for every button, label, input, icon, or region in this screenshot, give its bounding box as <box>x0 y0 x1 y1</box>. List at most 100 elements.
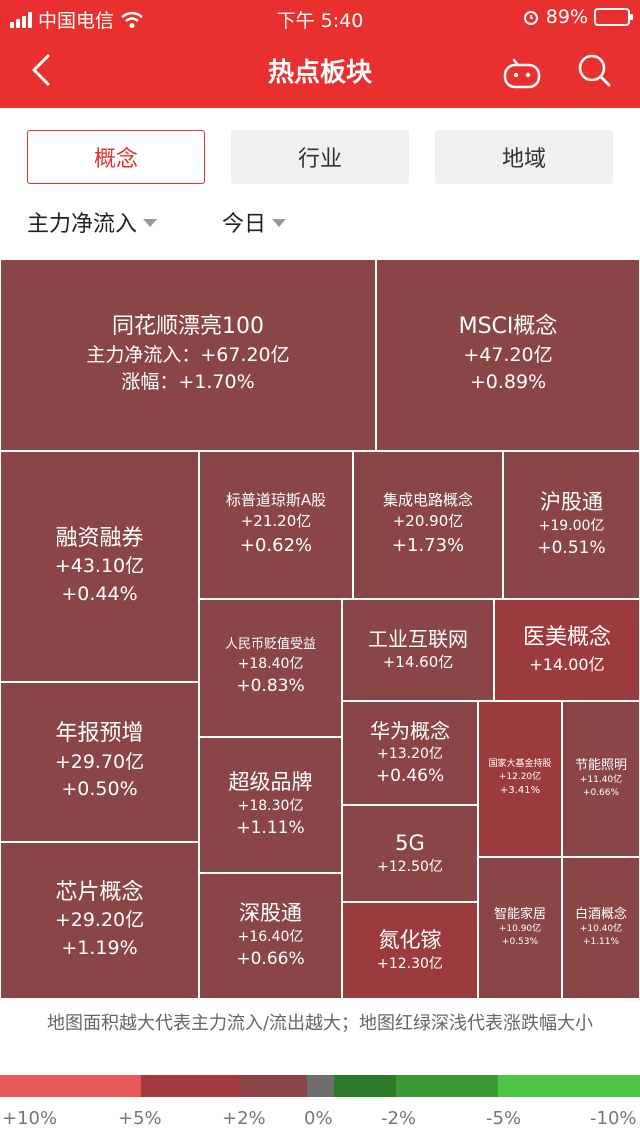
tile-name: 节能照明 <box>574 757 627 773</box>
treemap-tile-tonghuashun-100[interactable]: 同花顺漂亮100 主力净流入：+67.20亿 涨幅：+1.70% <box>0 259 376 451</box>
tile-name: 年报预增 <box>55 721 144 747</box>
legend-label: +5% <box>118 1108 162 1129</box>
treemap-tile-super-brand[interactable]: 超级品牌 +18.30亿 +1.11% <box>199 737 342 873</box>
legend-swatch <box>0 1075 141 1097</box>
treemap-tile-sp-dowjones-a[interactable]: 标普道琼斯A股 +21.20亿 +0.62% <box>199 451 353 599</box>
legend-label: 0% <box>304 1108 333 1129</box>
legend-swatch <box>307 1075 334 1097</box>
treemap-tile-national-big-fund[interactable]: 国家大基金持股 +12.20亿 +3.41% <box>478 701 562 857</box>
tile-name: 融资融券 <box>55 525 144 551</box>
robot-assistant-icon[interactable] <box>500 52 544 92</box>
status-time: 下午 5:40 <box>276 10 364 32</box>
tile-name: 集成电路概念 <box>382 491 473 510</box>
battery-icon <box>594 8 633 26</box>
tile-flow: +14.60亿 <box>382 653 454 672</box>
treemap-tile-huawei[interactable]: 华为概念 +13.20亿 +0.46% <box>342 701 478 805</box>
tab-region[interactable]: 地域 <box>435 130 613 184</box>
treemap-tile-liquor[interactable]: 白酒概念 +10.40亿 +1.11% <box>562 857 640 999</box>
tile-change: +0.51% <box>537 538 606 559</box>
treemap-tile-industrial-internet[interactable]: 工业互联网 +14.60亿 <box>342 599 494 701</box>
tile-name: 芯片概念 <box>55 879 144 905</box>
treemap-tile-gallium-nitride[interactable]: 氮化镓 +12.30亿 <box>342 902 478 999</box>
tile-name: 医美概念 <box>522 625 611 651</box>
legend-label: -2% <box>381 1108 417 1129</box>
tile-flow: +29.70亿 <box>54 750 145 773</box>
alarm-icon <box>523 11 538 25</box>
treemap-caption: 地图面积越大代表主力流入/流出越大；地图红绿深浅代表涨跌幅大小 <box>46 1013 594 1034</box>
treemap-tile-rmb-depreciation[interactable]: 人民币贬值受益 +18.40亿 +0.83% <box>199 599 342 737</box>
treemap-tile-energy-lighting[interactable]: 节能照明 +11.40亿 +0.66% <box>562 701 640 857</box>
tile-flow: +11.40亿 <box>579 775 623 786</box>
treemap-tile-integrated-circuit[interactable]: 集成电路概念 +20.90亿 +1.73% <box>353 451 503 599</box>
legend-swatch <box>241 1075 307 1097</box>
tile-change: +0.66% <box>582 788 620 799</box>
color-legend-bar <box>0 1075 640 1097</box>
treemap-tile-chip[interactable]: 芯片概念 +29.20亿 +1.19% <box>0 842 199 999</box>
tile-flow: +21.20亿 <box>240 511 312 530</box>
legend-swatch <box>141 1075 241 1097</box>
tile-change: +0.62% <box>239 534 313 556</box>
top-bar: 中国电信 下午 5:40 89% 热点板块 <box>0 0 640 108</box>
treemap-tile-shanghai-connect[interactable]: 沪股通 +19.00亿 +0.51% <box>503 451 640 599</box>
tile-change: +0.46% <box>375 765 445 786</box>
tile-flow: +10.40亿 <box>579 924 623 935</box>
tile-flow: +29.20亿 <box>54 909 145 932</box>
carrier-name: 中国电信 <box>38 10 115 32</box>
tile-name: 沪股通 <box>540 489 603 514</box>
battery-percentage: 89% <box>545 6 588 28</box>
back-arrow-icon[interactable] <box>22 50 62 90</box>
tile-flow: +12.30亿 <box>377 956 443 972</box>
tile-flow: +18.40亿 <box>237 655 304 672</box>
treemap-tile-msci[interactable]: MSCI概念 +47.20亿 +0.89% <box>376 259 640 451</box>
legend-label: -10% <box>590 1108 637 1129</box>
tile-name: 工业互联网 <box>368 627 468 652</box>
legend-labels: +10% +5% +2% 0% -2% -5% -10% <box>0 1108 640 1134</box>
legend-swatch <box>498 1075 640 1097</box>
tile-name: 白酒概念 <box>574 906 627 922</box>
tile-name: 国家大基金持股 <box>488 759 552 770</box>
tile-name: MSCI概念 <box>458 314 558 340</box>
sector-treemap: 同花顺漂亮100 主力净流入：+67.20亿 涨幅：+1.70% MSCI概念 … <box>0 259 640 999</box>
tile-change: +0.83% <box>236 676 305 697</box>
tile-name: 超级品牌 <box>228 769 313 794</box>
tile-change: +0.50% <box>61 778 138 801</box>
legend-label: -5% <box>486 1108 522 1129</box>
wifi-icon <box>121 11 143 28</box>
chevron-down-icon <box>143 219 158 227</box>
tile-name: 华为概念 <box>370 718 450 743</box>
period-dropdown[interactable]: 今日 <box>222 206 287 238</box>
metric-dropdown-label: 主力净流入 <box>27 212 138 237</box>
cellular-signal-icon <box>10 11 32 28</box>
legend-label: +2% <box>222 1108 266 1129</box>
tile-flow: +16.40亿 <box>237 929 304 946</box>
tile-name: 5G <box>395 830 425 855</box>
tile-flow: +43.10亿 <box>54 555 145 578</box>
metric-dropdown[interactable]: 主力净流入 <box>27 206 158 238</box>
treemap-tile-margin-trading[interactable]: 融资融券 +43.10亿 +0.44% <box>0 451 199 682</box>
treemap-tile-medical-beauty[interactable]: 医美概念 +14.00亿 <box>494 599 640 701</box>
search-icon[interactable] <box>574 50 614 90</box>
tile-change: +1.11% <box>236 818 305 839</box>
tile-name: 同花顺漂亮100 <box>112 314 264 340</box>
tile-name: 人民币贬值受益 <box>224 637 316 653</box>
tile-change: +0.44% <box>61 582 138 605</box>
legend-swatch <box>334 1075 396 1097</box>
tile-change: +1.11% <box>582 937 620 948</box>
tile-change: +0.53% <box>501 937 539 948</box>
treemap-tile-5g[interactable]: 5G +12.50亿 <box>342 805 478 902</box>
status-bar: 中国电信 下午 5:40 89% <box>0 0 640 36</box>
tab-concept[interactable]: 概念 <box>27 130 205 184</box>
treemap-tile-shenzhen-connect[interactable]: 深股通 +16.40亿 +0.66% <box>199 873 342 999</box>
tile-change: +1.73% <box>391 534 465 556</box>
tile-name: 智能家居 <box>493 906 546 922</box>
page-title: 热点板块 <box>267 58 372 88</box>
tile-name: 深股通 <box>239 900 302 925</box>
tile-name: 氮化镓 <box>378 927 442 952</box>
tile-flow: +12.20亿 <box>498 772 542 783</box>
treemap-tile-smart-home[interactable]: 智能家居 +10.90亿 +0.53% <box>478 857 562 999</box>
chevron-down-icon <box>272 219 287 227</box>
tile-change: +3.41% <box>499 785 541 797</box>
tab-industry[interactable]: 行业 <box>231 130 409 184</box>
tile-flow: 主力净流入：+67.20亿 <box>86 343 290 366</box>
treemap-tile-annual-report-growth[interactable]: 年报预增 +29.70亿 +0.50% <box>0 682 199 842</box>
